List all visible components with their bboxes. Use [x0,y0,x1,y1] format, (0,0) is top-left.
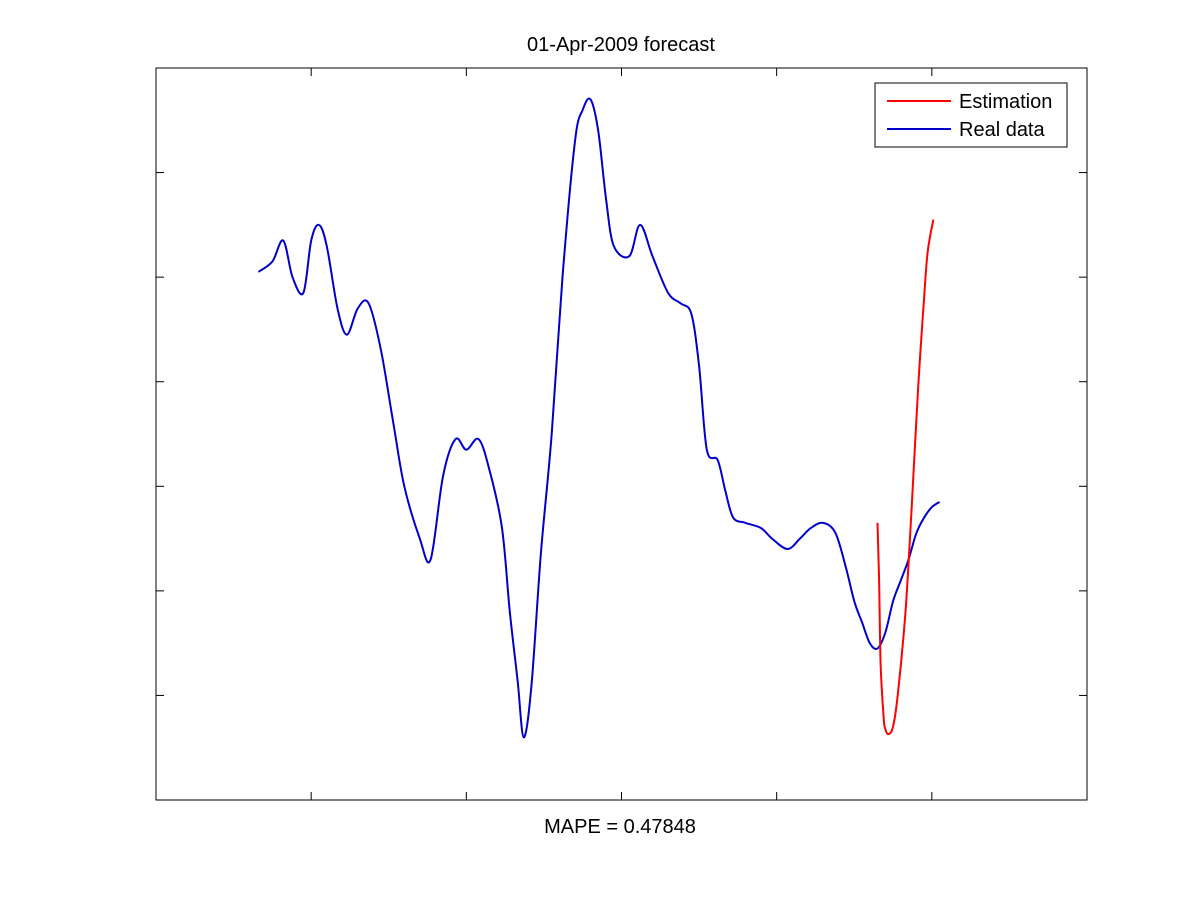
plot-area-frame [155,67,1088,801]
series-line-estimation [876,219,935,736]
series-lines [257,97,941,739]
x-axis-label: MAPE = 0.47848 [544,816,696,838]
series-line-real-data [257,97,941,739]
axis-ticks [156,68,1087,800]
legend-label-real-data: Real data [959,119,1045,141]
legend-box [874,82,1068,148]
legend-label-estimation: Estimation [959,91,1052,113]
chart-title: 01-Apr-2009 forecast [527,34,715,56]
legend: Estimation Real data [874,82,1068,148]
